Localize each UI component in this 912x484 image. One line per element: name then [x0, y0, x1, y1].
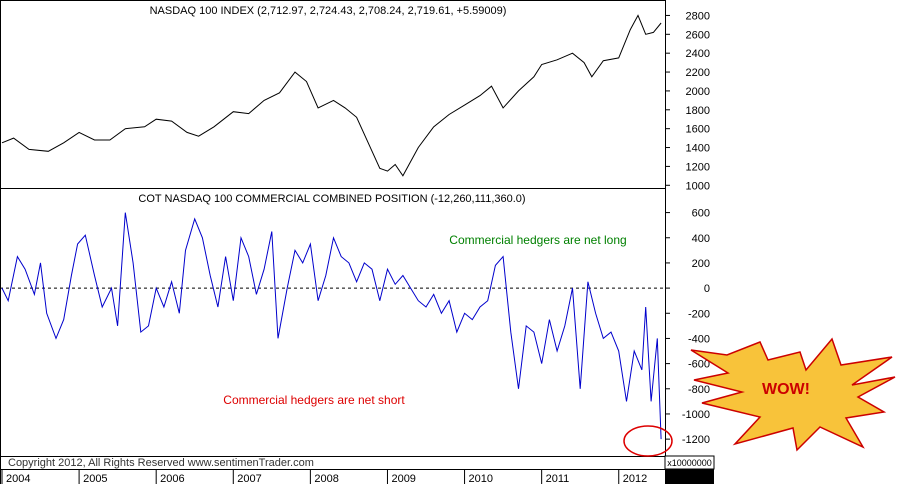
index-y-tick-label: 1600	[686, 124, 710, 136]
index-y-tick-label: 2600	[686, 29, 710, 41]
net-short-annotation: Commercial hedgers are net short	[223, 393, 405, 407]
index-y-tick-label: 2000	[686, 86, 710, 98]
year-label: 2009	[391, 473, 415, 484]
cot-position-line	[1, 212, 662, 440]
index-y-tick-label: 2800	[686, 10, 710, 22]
cot-y-tick-label: 200	[692, 258, 710, 270]
nasdaq-index-line	[1, 14, 662, 177]
cot-y-tick-label: -400	[688, 333, 710, 345]
index-chart-title: NASDAQ 100 INDEX (2,712.97, 2,724.43, 2,…	[150, 5, 507, 17]
cot-y-tick-label: 0	[704, 283, 710, 295]
index-y-axis: 1000 1200 1400 1600 1800 2000 2200 2400 2600 2800	[665, 10, 710, 192]
index-y-tick-label: 1800	[686, 105, 710, 117]
year-label: 2006	[160, 473, 184, 484]
year-label: 2004	[6, 473, 30, 484]
year-label: 2010	[469, 473, 493, 484]
cot-chart-title: COT NASDAQ 100 COMMERCIAL COMBINED POSIT…	[138, 193, 525, 205]
net-long-annotation: Commercial hedgers are net long	[449, 233, 626, 247]
chart-frame	[0, 0, 666, 484]
year-label: 2007	[237, 473, 261, 484]
cot-y-axis: 600 400 200 0 -200 -400 -600 -800 -1000 -1200	[665, 208, 710, 446]
cot-y-tick-label: -1200	[682, 434, 710, 446]
year-label: 2012	[623, 473, 647, 484]
copyright-text: Copyright 2012, All Rights Reserved www.…	[8, 457, 314, 469]
index-y-tick-label: 2200	[686, 67, 710, 79]
starburst-shape	[690, 337, 896, 452]
index-y-tick-label: 1000	[686, 180, 710, 192]
cot-y-tick-label: 400	[692, 233, 710, 245]
cot-y-tick-label: -800	[688, 384, 710, 396]
highlight-circle	[623, 425, 673, 457]
wow-starburst: WOW!	[690, 337, 896, 452]
year-axis: 2004 2005 2006 2007 2008 2009 2010 2011 2012	[0, 469, 665, 484]
wow-label: WOW!	[762, 381, 810, 398]
year-label: 2011	[546, 473, 570, 484]
cot-y-tick-label: -1000	[682, 409, 710, 421]
index-y-tick-label: 1400	[686, 143, 710, 155]
y-multiplier-label: x10000000	[667, 458, 712, 468]
year-label: 2005	[83, 473, 107, 484]
cot-y-tick-label: -200	[688, 308, 710, 320]
index-y-tick-label: 2400	[686, 48, 710, 60]
corner-block	[665, 469, 714, 484]
index-y-tick-label: 1200	[686, 161, 710, 173]
year-label: 2008	[314, 473, 338, 484]
cot-y-tick-label: 600	[692, 208, 710, 220]
cot-y-tick-label: -600	[688, 359, 710, 371]
